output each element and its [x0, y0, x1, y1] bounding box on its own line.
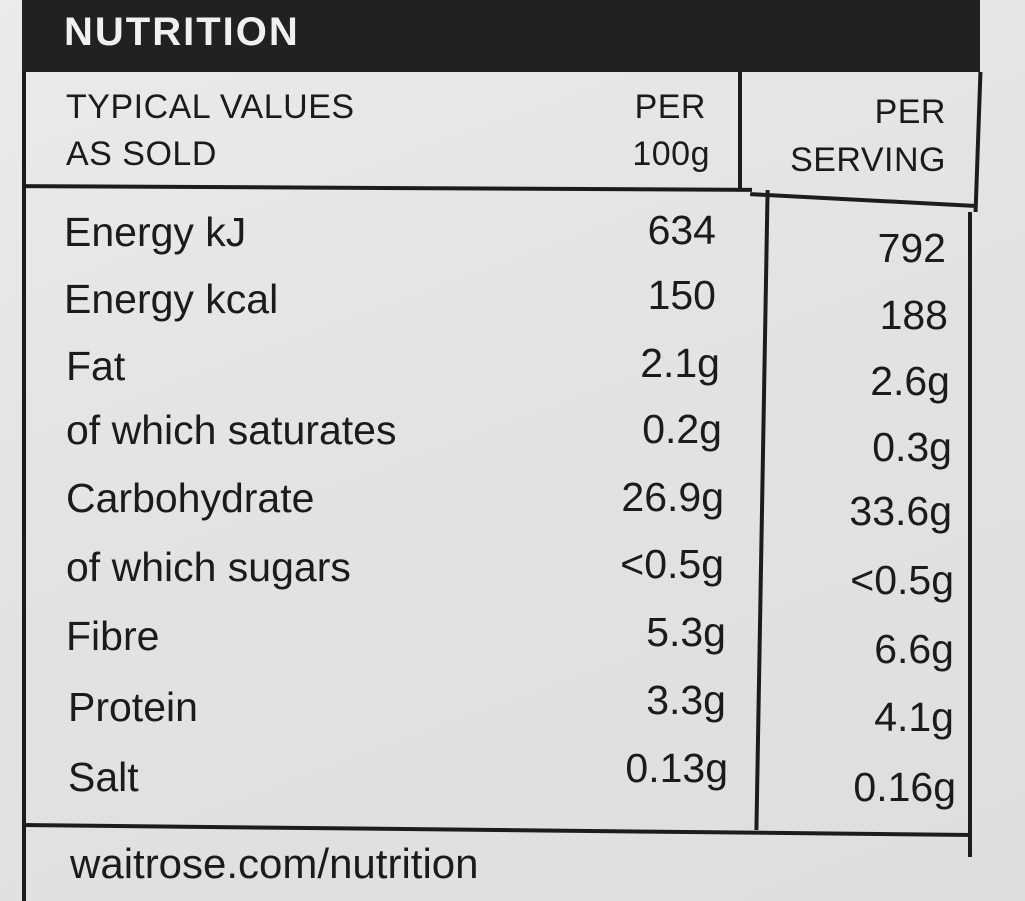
row-name-energy-kj: Energy kJ — [64, 209, 247, 255]
header-per-serving-line1: PER — [874, 93, 946, 131]
per-100g-fat: 2.1g — [640, 340, 720, 386]
per-100g-protein: 3.3g — [646, 677, 726, 723]
per-serving-protein: 4.1g — [874, 694, 954, 740]
header-bottom-rule — [21, 184, 753, 192]
right-border-lower — [968, 212, 972, 857]
header-per-100g-line2: 100g — [632, 135, 710, 173]
per-serving-carbohydrate: 33.6g — [849, 488, 952, 534]
row-name-energy-kcal: Energy kcal — [64, 276, 279, 322]
per-100g-saturates: 0.2g — [642, 406, 722, 452]
per-100g-fibre: 5.3g — [646, 609, 726, 655]
per-100g-salt: 0.13g — [625, 745, 728, 791]
per-serving-saturates: 0.3g — [872, 424, 952, 470]
row-name-saturates: of which saturates — [66, 407, 397, 453]
per-100g-energy-kj: 634 — [647, 207, 716, 253]
row-name-salt: Salt — [68, 754, 139, 800]
left-border — [22, 72, 26, 901]
footer-url: waitrose.com/nutrition — [70, 840, 479, 887]
table-bottom-rule — [22, 823, 972, 837]
per-100g-sugars: <0.5g — [620, 541, 724, 587]
per-serving-fibre: 6.6g — [874, 626, 954, 672]
row-name-sugars: of which sugars — [66, 544, 351, 590]
title-bar — [22, 0, 980, 72]
per-100g-energy-kcal: 150 — [647, 272, 716, 318]
header-per-serving-line2: SERVING — [790, 141, 946, 179]
per-serving-salt: 0.16g — [853, 764, 956, 810]
per-serving-sugars: <0.5g — [850, 557, 954, 603]
row-name-carbohydrate: Carbohydrate — [66, 475, 315, 521]
header-typical-values: TYPICAL VALUES — [66, 88, 355, 126]
serving-header-bottom-rule — [750, 192, 974, 208]
row-name-fibre: Fibre — [66, 613, 160, 659]
row-name-protein: Protein — [68, 684, 198, 730]
per-100g-carbohydrate: 26.9g — [621, 474, 724, 520]
label-title: NUTRITION — [64, 10, 300, 54]
per-serving-energy-kj: 792 — [877, 225, 946, 271]
per-serving-fat: 2.6g — [870, 358, 950, 404]
row-name-fat: Fat — [66, 343, 126, 389]
column-divider-main — [738, 72, 742, 190]
column-divider-body — [754, 190, 770, 830]
right-border — [973, 72, 983, 212]
header-per-100g-line1: PER — [634, 88, 706, 126]
header-as-sold: AS SOLD — [66, 135, 217, 173]
per-serving-energy-kcal: 188 — [879, 292, 948, 338]
